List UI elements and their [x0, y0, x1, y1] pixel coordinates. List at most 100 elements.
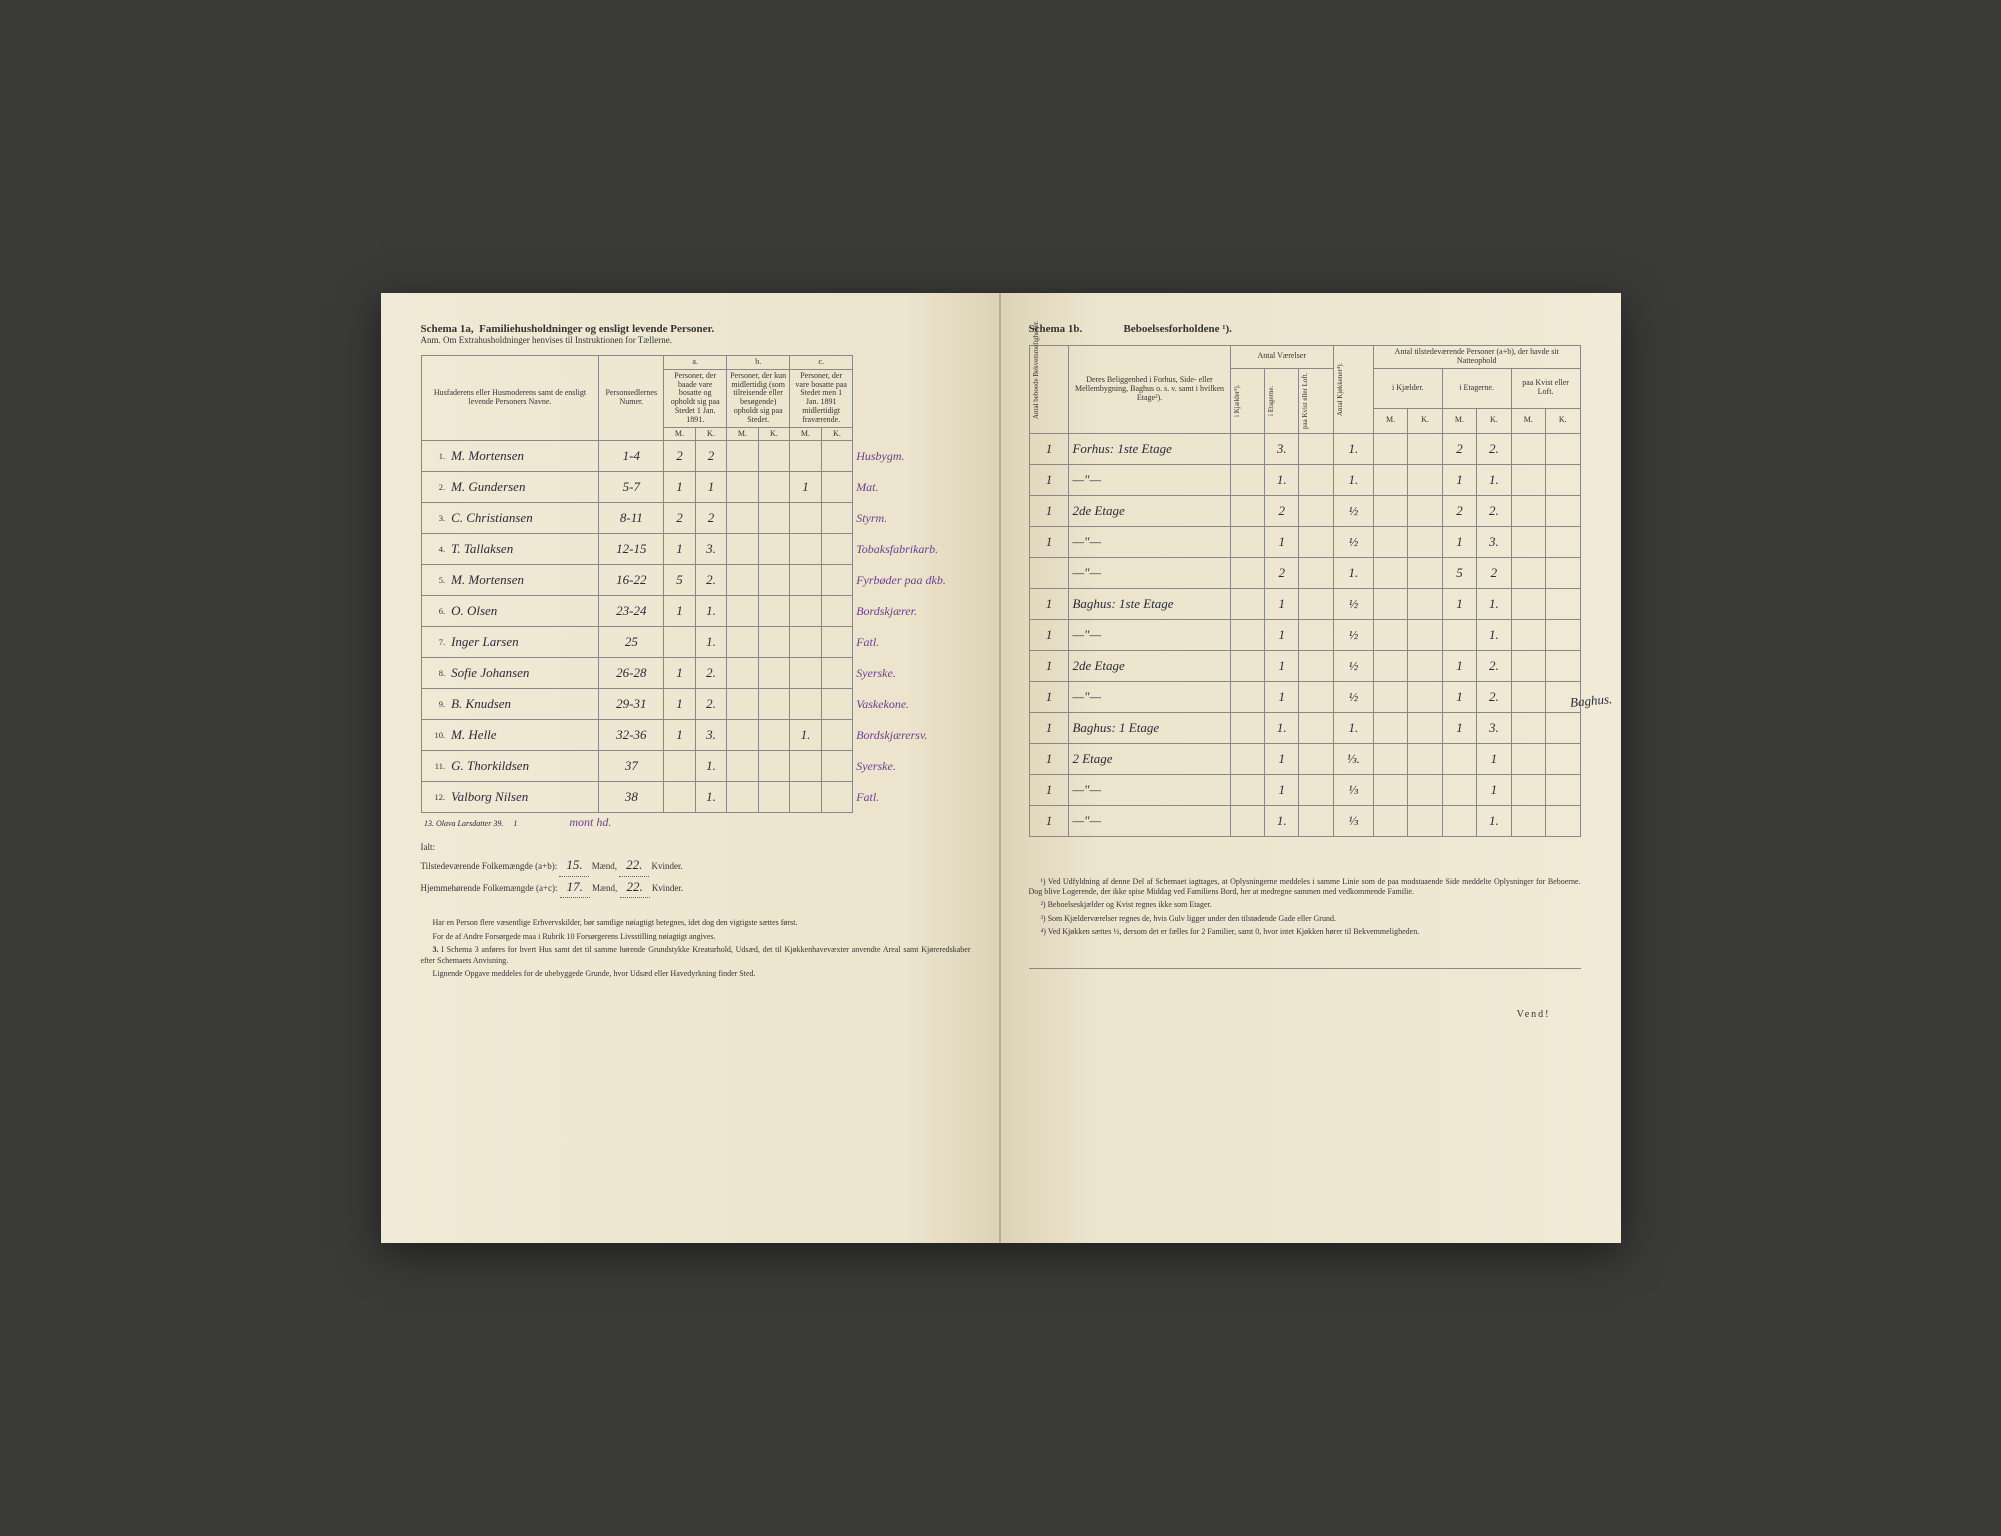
occupation: Vaskekone. — [853, 689, 971, 720]
table-row-extra: 13. Olava Larsdatter 39. 1 mont hd. — [421, 813, 971, 833]
summary-ab-label: Tilstedeværende Folkemængde (a+b): — [421, 861, 558, 871]
c-k — [821, 627, 853, 658]
kjokkener: ⅓ — [1333, 805, 1373, 836]
n-kv-k — [1546, 526, 1580, 557]
table-row: 9. B. Knudsen 29-31 1 2. Vaskekone. — [421, 689, 971, 720]
v-kj — [1230, 774, 1264, 805]
schema-1b-table: Antal beboede Bekvemmeligheder. Deres Be… — [1029, 345, 1581, 837]
table-row: 1 Forhus: 1ste Etage 3. 1. 2 2. — [1029, 433, 1580, 464]
person-sedler: 38 — [599, 782, 664, 813]
kjokkener: ½ — [1333, 681, 1373, 712]
v-kj — [1230, 650, 1264, 681]
col-v-kj: i Kjælder³). — [1234, 371, 1242, 431]
bekv: 1 — [1029, 805, 1069, 836]
col-kj-m: M. — [1373, 408, 1407, 433]
location: 2de Etage — [1069, 650, 1230, 681]
kjokkener: 1. — [1333, 712, 1373, 743]
n-kv-m — [1511, 650, 1545, 681]
a-k: 1. — [695, 782, 727, 813]
b-m — [727, 627, 759, 658]
row-num: 6. — [421, 596, 448, 627]
v-kv — [1299, 464, 1333, 495]
occupation: Syerske. — [853, 658, 971, 689]
n-kj-m — [1373, 712, 1407, 743]
bekv: 1 — [1029, 433, 1069, 464]
v-kj — [1230, 743, 1264, 774]
v-kv — [1299, 433, 1333, 464]
col-b-label: b. — [727, 356, 790, 370]
n-kv-k — [1546, 464, 1580, 495]
fn-left-2: For de af Andre Forsørgede maa i Rubrik … — [421, 932, 971, 942]
c-k — [821, 689, 853, 720]
c-k — [821, 782, 853, 813]
b-k — [758, 782, 790, 813]
left-page: Schema 1a, Familiehusholdninger og ensli… — [381, 293, 1001, 1243]
col-c-label: c. — [790, 356, 853, 370]
b-m — [727, 658, 759, 689]
kjokkener: ½ — [1333, 650, 1373, 681]
v-kj — [1230, 464, 1264, 495]
c-m — [790, 503, 822, 534]
v-kj — [1230, 526, 1264, 557]
table-row: 1 Baghus: 1ste Etage 1 ½ 1 1. — [1029, 588, 1580, 619]
bekv: 1 — [1029, 743, 1069, 774]
n-kj-k — [1408, 712, 1442, 743]
person-name: Sofie Johansen — [448, 658, 599, 689]
kjokkener: 1. — [1333, 433, 1373, 464]
v-kv — [1299, 526, 1333, 557]
c-k — [821, 441, 853, 472]
person-sedler: 26-28 — [599, 658, 664, 689]
v-et: 2 — [1265, 557, 1299, 588]
v-kj — [1230, 805, 1264, 836]
location: —"— — [1069, 681, 1230, 712]
v-et: 1 — [1265, 743, 1299, 774]
row-num: 1. — [421, 441, 448, 472]
person-sedler: 32-36 — [599, 720, 664, 751]
margin-annotation: Baghus. — [1570, 691, 1613, 711]
table-row: 2. M. Gundersen 5-7 1 1 1 Mat. — [421, 472, 971, 503]
kjokkener: ½ — [1333, 619, 1373, 650]
c-m — [790, 751, 822, 782]
location: Forhus: 1ste Etage — [1069, 433, 1230, 464]
n-kv-m — [1511, 774, 1545, 805]
person-sedler: 25 — [599, 627, 664, 658]
b-m — [727, 441, 759, 472]
table-row: 7. Inger Larsen 25 1. Fatl. — [421, 627, 971, 658]
occupation: Bordskjærersv. — [853, 720, 971, 751]
c-k — [821, 503, 853, 534]
v-kv — [1299, 588, 1333, 619]
n-et-m: 2 — [1442, 433, 1476, 464]
row-num: 11. — [421, 751, 448, 782]
a-k: 2 — [695, 503, 727, 534]
col-person-num: Personsedlernes Numer. — [599, 356, 664, 441]
n-kj-k — [1408, 588, 1442, 619]
schema-1a-subtitle: Familiehusholdninger og ensligt levende … — [479, 323, 714, 335]
table-row: 1 —"— 1. 1. 1 1. — [1029, 464, 1580, 495]
b-k — [758, 472, 790, 503]
b-k — [758, 720, 790, 751]
n-kj-m — [1373, 433, 1407, 464]
b-k — [758, 534, 790, 565]
location: Baghus: 1 Etage — [1069, 712, 1230, 743]
row-num: 3. — [421, 503, 448, 534]
occupation: Tobaksfabrikarb. — [853, 534, 971, 565]
v-kj — [1230, 588, 1264, 619]
a-k: 3. — [695, 534, 727, 565]
fn-r4-label: ⁴) — [1041, 927, 1046, 936]
fn-r2: Beboelseskjælder og Kvist regnes ikke so… — [1048, 900, 1212, 909]
n-kj-k — [1408, 619, 1442, 650]
v-et: 1 — [1265, 774, 1299, 805]
person-sedler: 23-24 — [599, 596, 664, 627]
n-kv-k — [1546, 774, 1580, 805]
table-row: 1 —"— 1 ½ 1 3. — [1029, 526, 1580, 557]
bekv: 1 — [1029, 588, 1069, 619]
c-m: 1. — [790, 720, 822, 751]
a-m: 1 — [664, 472, 696, 503]
table-row: 12. Valborg Nilsen 38 1. Fatl. — [421, 782, 971, 813]
summary-ab-m: 15. — [559, 855, 589, 877]
v-et: 1 — [1265, 650, 1299, 681]
bekv — [1029, 557, 1069, 588]
table-row: 5. M. Mortensen 16-22 5 2. Fyrbøder paa … — [421, 565, 971, 596]
a-m: 1 — [664, 534, 696, 565]
col-n-et: i Etagerne. — [1442, 368, 1511, 408]
